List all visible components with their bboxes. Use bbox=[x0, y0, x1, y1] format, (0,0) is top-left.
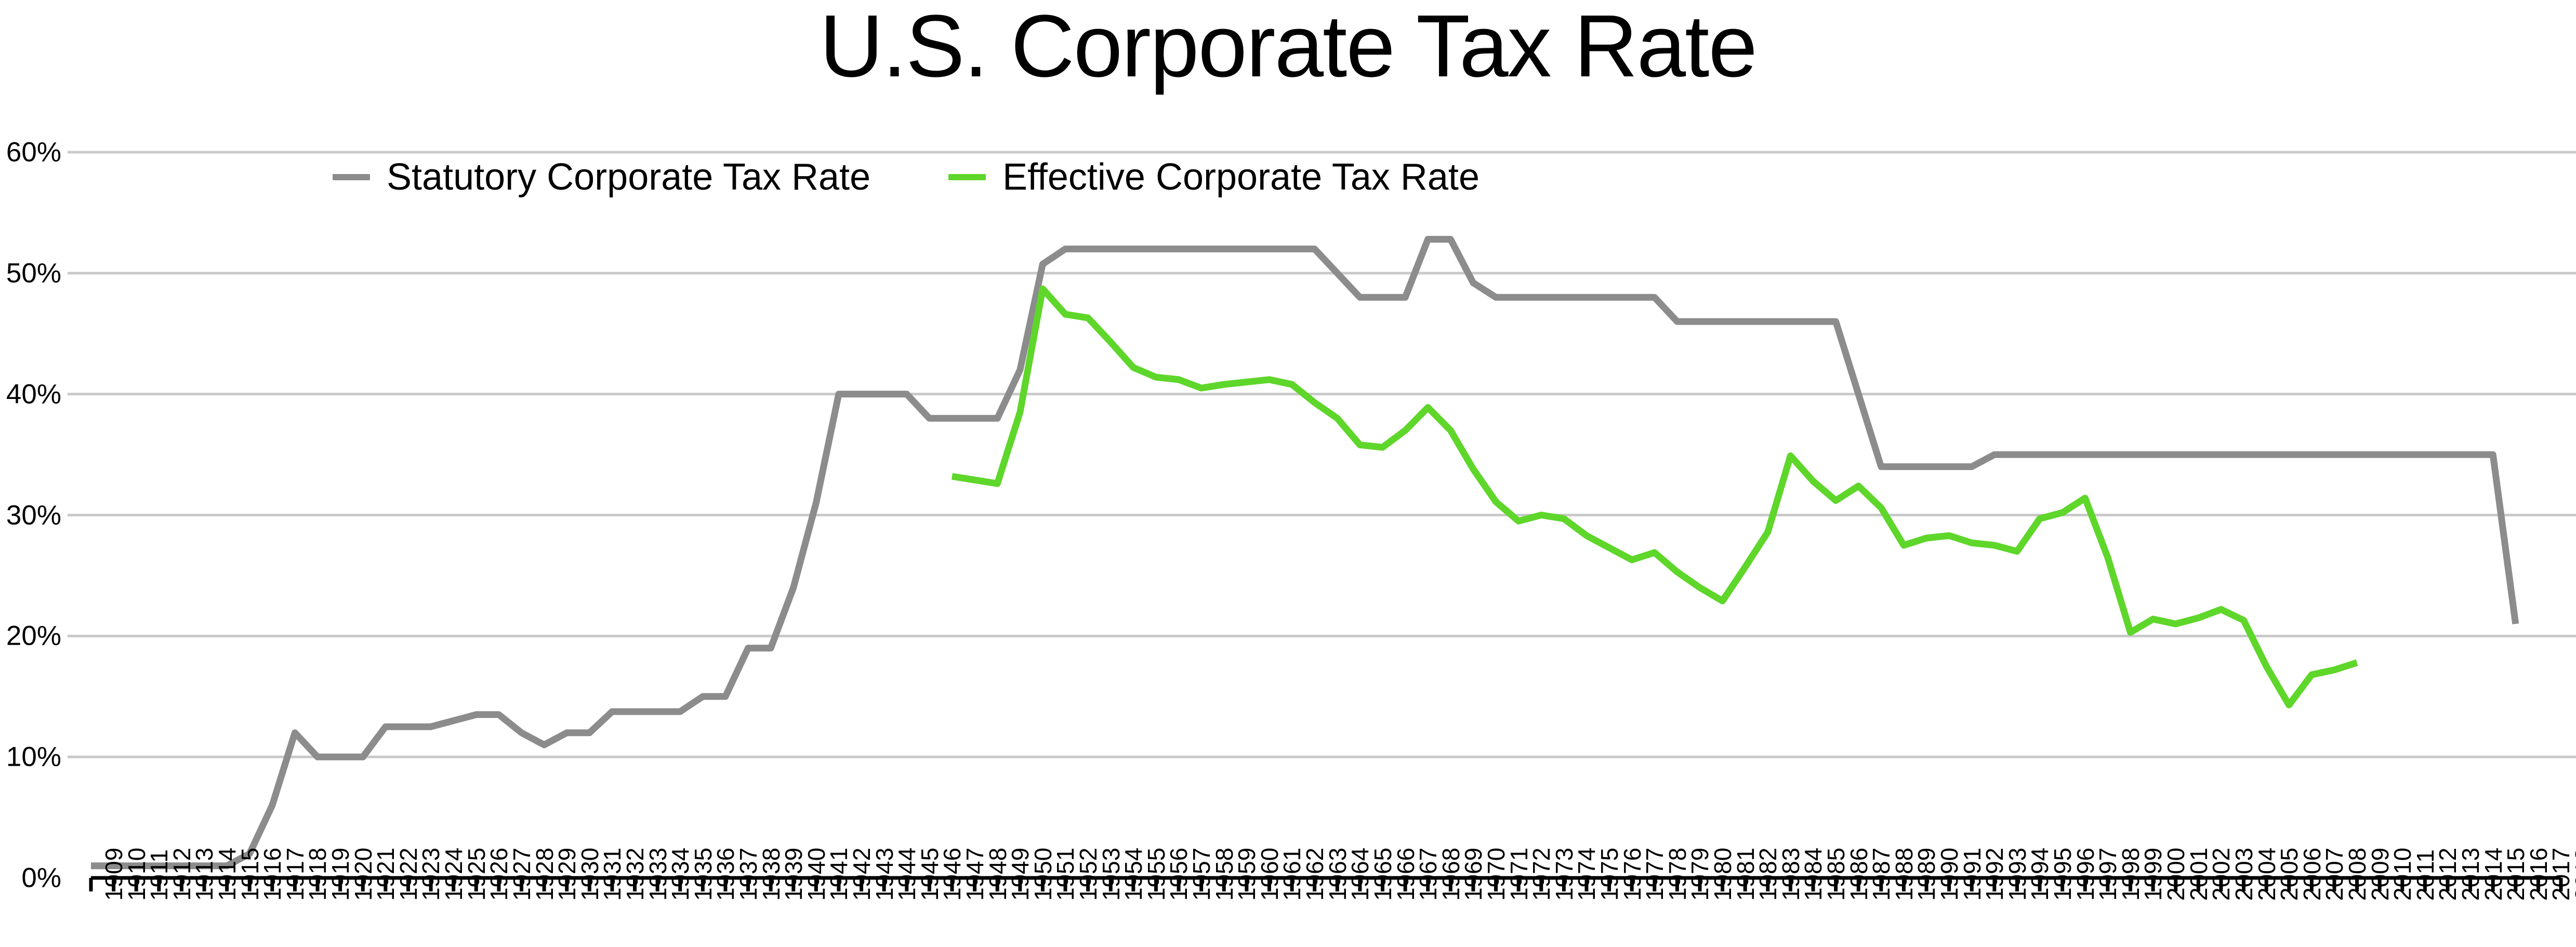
y-axis-tick-label: 60% bbox=[6, 137, 61, 168]
legend-swatch-statutory bbox=[333, 174, 370, 180]
y-axis-tick-label: 40% bbox=[6, 379, 61, 410]
series-line-effective bbox=[951, 285, 2358, 709]
x-axis-ticks bbox=[89, 878, 2563, 891]
legend-swatch-effective bbox=[948, 174, 986, 180]
y-axis-tick-label: 30% bbox=[6, 500, 61, 530]
chart-legend: Statutory Corporate Tax Rate Effective C… bbox=[333, 156, 1479, 198]
page-title: U.S. Corporate Tax Rate bbox=[820, 0, 1758, 96]
legend-label-effective: Effective Corporate Tax Rate bbox=[1002, 156, 1479, 198]
series-line-statutory bbox=[91, 236, 2519, 870]
y-axis-tick-label: 20% bbox=[6, 620, 61, 651]
legend-item-effective[interactable]: Effective Corporate Tax Rate bbox=[948, 156, 1479, 198]
legend-label-statutory: Statutory Corporate Tax Rate bbox=[387, 156, 871, 198]
y-axis-tick-label: 0% bbox=[21, 862, 61, 893]
legend-item-statutory[interactable]: Statutory Corporate Tax Rate bbox=[333, 156, 870, 198]
y-axis-tick-label: 50% bbox=[6, 258, 61, 289]
y-axis-tick-label: 10% bbox=[6, 741, 61, 772]
